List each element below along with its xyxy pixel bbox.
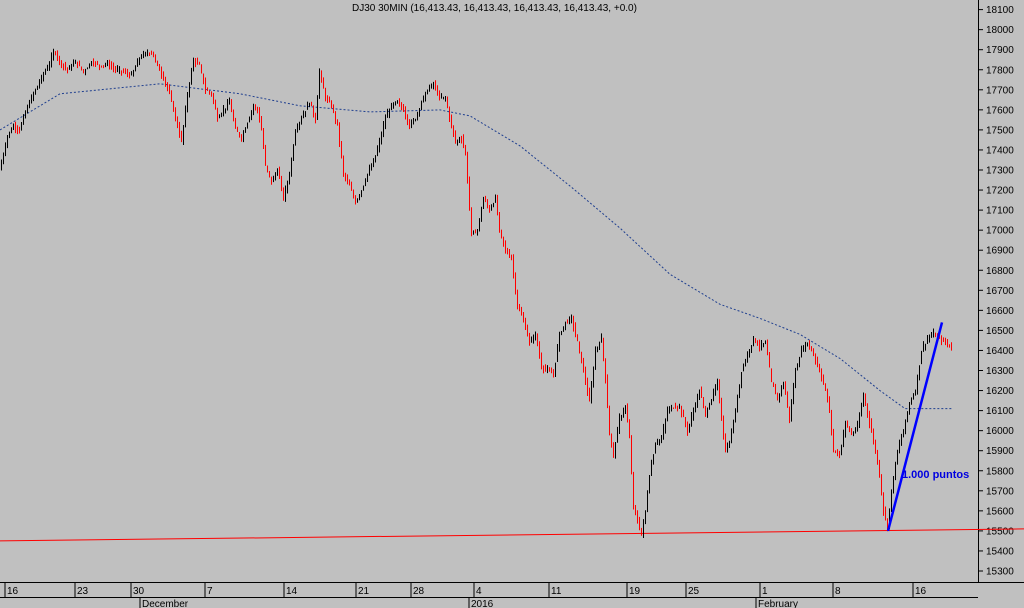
y-tick-label: 17700: [986, 85, 1014, 96]
y-tick-label: 17400: [986, 145, 1014, 156]
trend-line: [886, 322, 944, 532]
y-tick-label: 17500: [986, 125, 1014, 136]
y-tick-label: 16700: [986, 286, 1014, 297]
y-tick-label: 16200: [986, 386, 1014, 397]
month-label: 2016: [471, 599, 494, 608]
annotation-label: 1.000 puntos: [902, 469, 969, 481]
y-tick-label: 16500: [986, 326, 1014, 337]
plot-area: [0, 0, 978, 582]
y-tick-label: 16300: [986, 366, 1014, 377]
x-tick-label: 25: [688, 586, 700, 597]
y-tick-label: 15700: [986, 486, 1014, 497]
x-tick-label: 14: [286, 586, 298, 597]
y-tick-label: 15400: [986, 546, 1014, 557]
moving-average-line: [0, 83, 952, 410]
x-tick-label: 4: [476, 586, 482, 597]
y-tick-label: 16000: [986, 426, 1014, 437]
x-tick-label: 23: [77, 586, 89, 597]
x-tick-label: 28: [413, 586, 425, 597]
y-tick-label: 17000: [986, 226, 1014, 237]
chart-title: DJ30 30MIN (16,413.43, 16,413.43, 16,413…: [352, 3, 637, 14]
y-tick-label: 15800: [986, 466, 1014, 477]
y-tick-label: 15500: [986, 526, 1014, 537]
y-tick-label: 17900: [986, 45, 1014, 56]
x-tick-label: 16: [915, 586, 927, 597]
y-tick-label: 16400: [986, 346, 1014, 357]
month-label: February: [758, 599, 798, 608]
y-tick-label: 17100: [986, 206, 1014, 217]
x-tick-label: 21: [358, 586, 370, 597]
y-tick-label: 15300: [986, 567, 1014, 578]
y-tick-label: 15900: [986, 446, 1014, 457]
y-tick-label: 17200: [986, 186, 1014, 197]
x-tick-label: 8: [835, 586, 841, 597]
y-tick-label: 16100: [986, 406, 1014, 417]
y-tick-label: 16800: [986, 266, 1014, 277]
y-tick-label: 15600: [986, 506, 1014, 517]
y-tick-label: 16900: [986, 246, 1014, 257]
support-line: [0, 528, 1024, 542]
x-tick-label: 11: [551, 586, 562, 597]
month-label: December: [142, 599, 189, 608]
y-tick-label: 17800: [986, 65, 1014, 76]
y-tick-label: 17300: [986, 166, 1014, 177]
x-tick-label: 16: [7, 586, 19, 597]
y-tick-label: 18000: [986, 25, 1014, 36]
y-tick-label: 17600: [986, 105, 1014, 116]
x-tick-label: 30: [133, 586, 145, 597]
y-tick-label: 16600: [986, 306, 1014, 317]
x-tick-label: 19: [629, 586, 641, 597]
x-tick-label: 7: [207, 586, 213, 597]
y-tick-label: 18100: [986, 5, 1014, 16]
x-tick-label: 1: [762, 586, 768, 597]
